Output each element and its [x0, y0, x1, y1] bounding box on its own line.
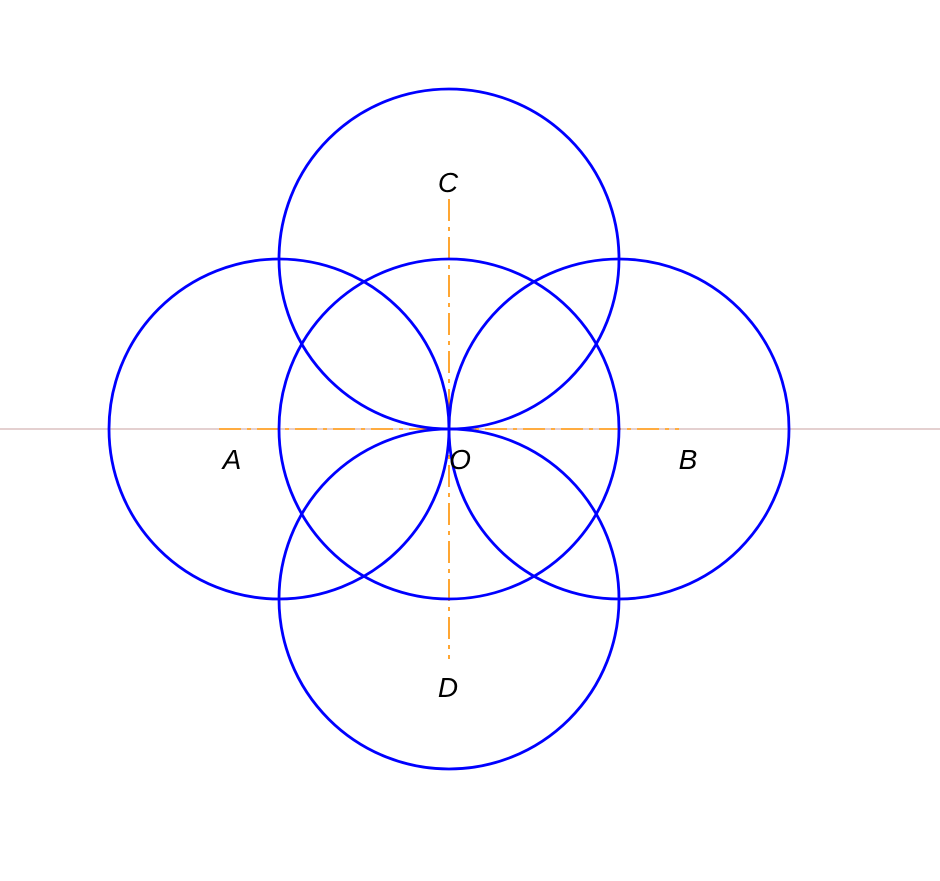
diagram-svg [0, 0, 940, 881]
label-A: A [223, 444, 242, 476]
label-O: O [449, 444, 471, 476]
label-D: D [438, 672, 458, 704]
label-B: B [679, 444, 698, 476]
label-C: C [438, 167, 458, 199]
diagram-canvas: O A B C D [0, 0, 940, 881]
